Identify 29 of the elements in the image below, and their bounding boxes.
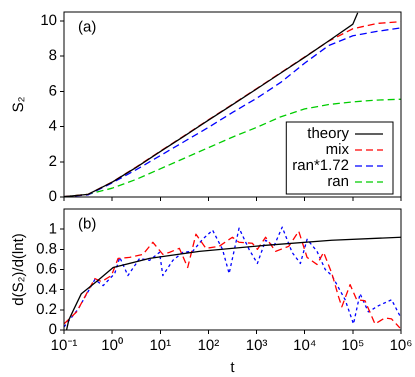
x-axis-title: t — [230, 359, 236, 376]
y-tick-label: 0.4 — [36, 280, 57, 298]
annotation: (b) — [78, 216, 96, 233]
y-tick-label: 0.2 — [36, 300, 57, 318]
y-tick-label: 10 — [40, 12, 57, 29]
y-tick-label: 0 — [48, 188, 57, 206]
y-tick-label: 0.6 — [36, 260, 57, 278]
x-tick-label: 10⁶ — [390, 337, 412, 354]
y-tick-label: 2 — [48, 152, 57, 170]
x-tick-label: 10⁵ — [341, 337, 364, 354]
y-axis-title: S₂ — [10, 96, 28, 112]
x-tick-label: 10⁻¹ — [50, 337, 78, 354]
x-tick-label: 10⁰ — [101, 337, 123, 354]
annotation: (a) — [78, 18, 96, 36]
legend-label: theory — [307, 125, 350, 142]
y-tick-label: 4 — [48, 118, 57, 135]
y-tick-label: 0 — [48, 321, 57, 338]
legend-label: ran*1.72 — [292, 157, 349, 174]
x-tick-label: 10³ — [246, 337, 268, 354]
y-axis-title: d(S₂)/d(lnt) — [10, 233, 28, 306]
legend-label: mix — [326, 141, 350, 158]
x-tick-label: 10⁴ — [293, 337, 316, 354]
y-tick-label: 0.8 — [36, 240, 57, 258]
y-tick-label: 1 — [48, 220, 57, 238]
y-tick-label: 6 — [48, 82, 57, 100]
x-tick-label: 10¹ — [149, 337, 172, 354]
legend-label: ran — [327, 173, 349, 190]
y-tick-label: 8 — [48, 47, 57, 64]
x-tick-label: 10² — [198, 337, 220, 354]
